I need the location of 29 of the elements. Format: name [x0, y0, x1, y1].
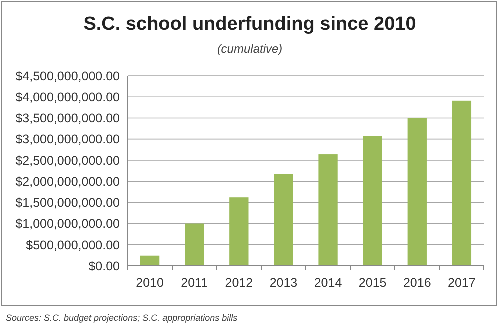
bar — [185, 224, 204, 266]
y-tick-label: $1,000,000,000.00 — [16, 217, 120, 232]
source-note: Sources: S.C. budget projections; S.C. appropriations bills — [6, 313, 238, 323]
x-tick-label: 2015 — [358, 276, 387, 290]
x-tick-label: 2017 — [448, 276, 476, 290]
x-tick-label: 2014 — [314, 276, 342, 290]
y-tick-label: $500,000,000.00 — [26, 238, 120, 252]
x-tick-label: 2013 — [270, 276, 298, 290]
y-tick-label: $4,500,000,000.00 — [16, 69, 120, 84]
bar — [140, 256, 160, 266]
chart-title: S.C. school underfunding since 2010 — [84, 14, 416, 35]
y-tick-label: $0.00 — [88, 259, 120, 274]
bar — [452, 100, 472, 266]
x-tick-label: 2016 — [403, 276, 432, 290]
y-tick-label: $2,500,000,000.00 — [16, 154, 120, 168]
bar — [408, 118, 427, 266]
y-tick-label: $4,000,000,000.00 — [16, 90, 120, 104]
bar — [363, 136, 382, 266]
y-tick-label: $1,500,000,000.00 — [16, 196, 120, 210]
x-tick-label: 2010 — [136, 276, 164, 290]
y-tick-label: $2,000,000,000.00 — [16, 174, 120, 189]
x-tick-label: 2011 — [181, 276, 208, 290]
x-tick-label: 2012 — [225, 276, 254, 290]
chart-subtitle: (cumulative) — [217, 42, 283, 56]
bar — [274, 174, 294, 266]
y-tick-label: $3,000,000,000.00 — [16, 132, 120, 147]
bar — [318, 154, 338, 266]
bar — [230, 198, 249, 266]
y-tick-label: $3,500,000,000.00 — [16, 112, 120, 126]
